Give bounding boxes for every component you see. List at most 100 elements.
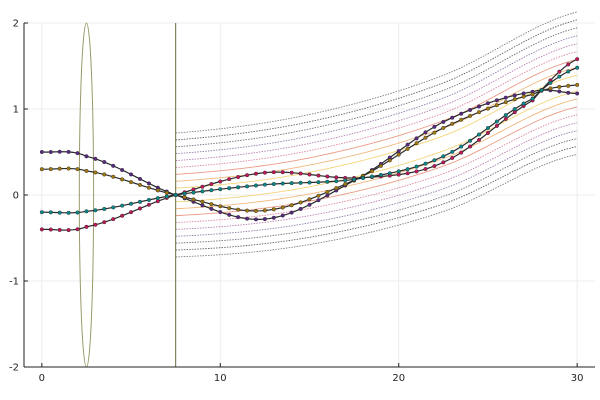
ray-point bbox=[129, 201, 134, 206]
ray-point bbox=[441, 154, 446, 159]
background-line bbox=[175, 51, 578, 168]
ray-point bbox=[566, 90, 571, 95]
ray-point bbox=[227, 206, 232, 211]
ray-point bbox=[450, 121, 455, 126]
ray-point bbox=[93, 156, 98, 161]
ray-point bbox=[414, 136, 419, 141]
ray-point bbox=[200, 184, 205, 189]
ray-point bbox=[557, 89, 562, 94]
ray-point bbox=[75, 227, 80, 232]
ray-point bbox=[557, 84, 562, 89]
x-tick-label: 10 bbox=[214, 373, 227, 384]
ray-point bbox=[423, 167, 428, 172]
ray-point bbox=[289, 210, 294, 215]
ray-point bbox=[280, 205, 285, 210]
ray-point bbox=[245, 216, 250, 221]
ray-point bbox=[182, 191, 187, 196]
ray-point bbox=[120, 203, 125, 208]
ray-point bbox=[137, 182, 142, 187]
ray-point bbox=[441, 119, 446, 124]
ray-point bbox=[200, 189, 205, 194]
ray-point bbox=[414, 169, 419, 174]
ray-point bbox=[396, 169, 401, 174]
ray-point bbox=[325, 190, 330, 195]
ray-point bbox=[271, 170, 276, 175]
ray-point bbox=[209, 188, 214, 193]
ray-point bbox=[432, 164, 437, 169]
ray-point bbox=[93, 222, 98, 227]
ray-point bbox=[432, 124, 437, 129]
ray-point bbox=[352, 177, 357, 182]
ray-point bbox=[468, 138, 473, 143]
ray-point bbox=[102, 220, 107, 225]
ray-point bbox=[387, 158, 392, 163]
ray-point bbox=[102, 206, 107, 211]
ray-point bbox=[521, 101, 526, 106]
ray-point bbox=[477, 110, 482, 115]
ray-point bbox=[503, 95, 508, 100]
ray-point bbox=[137, 199, 142, 204]
ray-point bbox=[432, 158, 437, 163]
ray-point bbox=[57, 166, 62, 171]
grid-layer bbox=[24, 22, 595, 368]
ray-point bbox=[325, 179, 330, 184]
background-line bbox=[175, 27, 578, 148]
background-line bbox=[175, 19, 578, 141]
ray-point bbox=[450, 115, 455, 120]
ray-point bbox=[575, 82, 580, 87]
ray-point bbox=[39, 149, 44, 154]
ray-point bbox=[307, 180, 312, 185]
ray-point bbox=[253, 208, 258, 213]
ray-point bbox=[298, 200, 303, 205]
ray-point bbox=[271, 182, 276, 187]
ray-point bbox=[227, 212, 232, 217]
ray-point bbox=[485, 126, 490, 131]
ray-point bbox=[48, 210, 53, 215]
ray-point bbox=[209, 202, 214, 207]
ray-point bbox=[414, 164, 419, 169]
ray-point bbox=[262, 182, 267, 187]
ray-point bbox=[557, 69, 562, 74]
x-tick-label: 20 bbox=[392, 373, 405, 384]
ray-point bbox=[405, 167, 410, 172]
ray-point bbox=[423, 130, 428, 135]
ray-point bbox=[459, 117, 464, 122]
ray-point bbox=[316, 193, 321, 198]
ray-point bbox=[48, 167, 53, 172]
ray-point bbox=[334, 179, 339, 184]
ray-point bbox=[557, 74, 562, 79]
ray-point bbox=[253, 171, 258, 176]
ray-point bbox=[102, 172, 107, 177]
y-tick-label: -1 bbox=[9, 277, 19, 288]
ray-point bbox=[218, 210, 223, 215]
ray-point bbox=[218, 187, 223, 192]
ray-point bbox=[378, 172, 383, 177]
ray-point bbox=[369, 174, 374, 179]
background-line bbox=[175, 122, 578, 230]
ray-point bbox=[289, 170, 294, 175]
ray-point bbox=[530, 92, 535, 97]
ray-point bbox=[450, 149, 455, 154]
ray-point bbox=[316, 198, 321, 203]
ray-point bbox=[289, 181, 294, 186]
ray-point bbox=[39, 167, 44, 172]
ray-point bbox=[200, 203, 205, 208]
background-line bbox=[175, 146, 578, 251]
ray-point bbox=[102, 160, 107, 165]
ray-point bbox=[334, 186, 339, 191]
ray-point bbox=[271, 207, 276, 212]
ray-point bbox=[209, 182, 214, 187]
ray-point bbox=[575, 65, 580, 70]
ray-point bbox=[84, 154, 89, 159]
ray-point bbox=[236, 185, 241, 190]
ray-point bbox=[137, 176, 142, 181]
ray-point bbox=[396, 152, 401, 157]
ray-point bbox=[66, 149, 71, 154]
ray-point bbox=[566, 69, 571, 74]
ray-point bbox=[155, 188, 160, 193]
ray-point bbox=[566, 62, 571, 67]
ray-point bbox=[441, 125, 446, 130]
ray-point bbox=[245, 208, 250, 213]
ray-point bbox=[66, 210, 71, 215]
